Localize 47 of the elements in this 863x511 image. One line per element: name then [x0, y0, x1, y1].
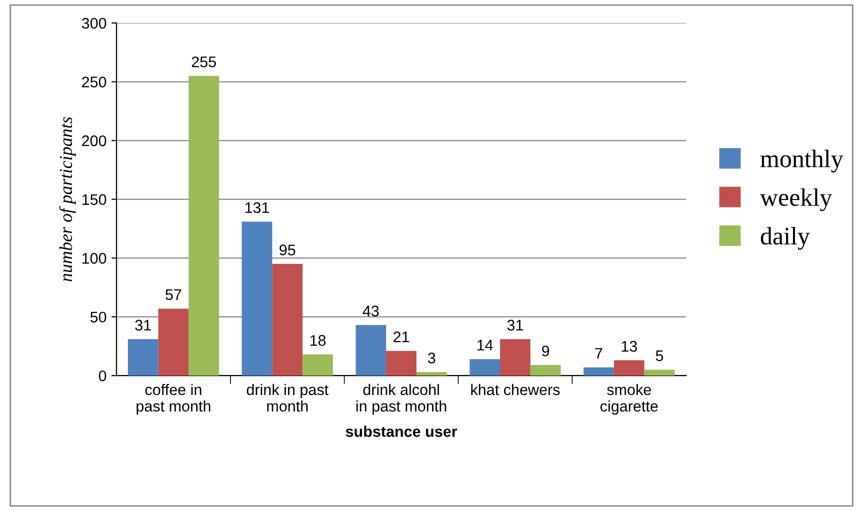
y-tick-label: 250 [82, 76, 106, 88]
x-tick-label: khat chewers [471, 384, 560, 396]
data-label: 43 [362, 306, 379, 316]
bar [530, 365, 561, 376]
y-tick-label: 50 [90, 312, 106, 323]
bar [302, 354, 333, 376]
legend-label: monthly [760, 150, 844, 172]
data-label: 31 [135, 320, 151, 331]
data-label: 131 [245, 202, 269, 214]
bar [500, 339, 530, 376]
x-tick-label: smoke cigarette [600, 384, 658, 415]
y-tick-label: 200 [82, 135, 106, 146]
bar [644, 370, 675, 376]
data-label: 255 [192, 56, 216, 68]
x-tick-label: drink in past month [246, 384, 328, 412]
data-label: 14 [478, 340, 493, 350]
y-axis-title: number of participants [59, 117, 76, 282]
bar [584, 367, 614, 376]
bar [128, 339, 158, 376]
data-label: 5 [656, 350, 664, 362]
data-label: 57 [166, 289, 182, 300]
data-label: 95 [280, 244, 296, 256]
legend-label: daily [760, 227, 810, 250]
y-tick-label: 150 [82, 194, 106, 205]
data-label: 13 [622, 340, 637, 352]
bar [470, 359, 500, 376]
data-label: 7 [595, 348, 602, 359]
bar [614, 360, 644, 376]
legend-label: weekly [760, 188, 832, 212]
x-tick-label: drink alcohl in past month [356, 384, 446, 415]
bar [158, 308, 189, 376]
x-axis-title: substance user [346, 426, 458, 437]
bar [272, 264, 303, 376]
bar [242, 222, 272, 376]
data-label: 31 [507, 320, 523, 331]
bar [188, 76, 220, 376]
y-tick-label: 0 [98, 370, 106, 382]
bar [356, 325, 386, 376]
bar [386, 350, 416, 376]
y-tick-label: 300 [82, 18, 106, 29]
y-tick-label: 100 [82, 252, 106, 264]
data-label: 9 [542, 346, 550, 356]
data-label: 21 [394, 332, 410, 342]
data-label: 18 [310, 335, 326, 346]
data-label: 3 [428, 352, 436, 364]
bar [416, 372, 447, 376]
x-tick-label: coffee in past month [136, 384, 210, 415]
